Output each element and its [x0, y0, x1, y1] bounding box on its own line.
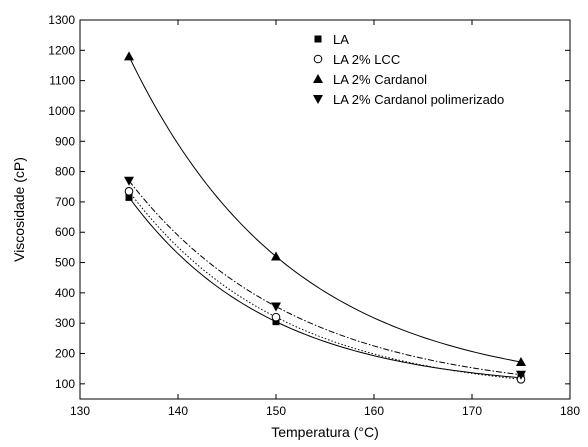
x-tick-label: 170: [462, 404, 482, 418]
plot-frame: [79, 19, 571, 400]
legend-marker-4: [313, 95, 323, 104]
data-point-series-4: [124, 176, 134, 186]
y-tick-label: 700: [55, 195, 75, 209]
legend-label-3: LA 2% Cardanol: [333, 72, 427, 87]
y-tick-label: 1300: [48, 13, 75, 27]
y-tick-label: 600: [55, 225, 75, 239]
data-point-series-3: [516, 357, 526, 367]
y-tick-label: 500: [55, 256, 75, 270]
series-curve-2: [128, 191, 522, 380]
data-point-series-2: [271, 312, 281, 322]
legend-marker-3: [313, 74, 323, 83]
y-tick-label: 800: [55, 165, 75, 179]
data-point-series-3: [271, 251, 281, 261]
legend-label-2: LA 2% LCC: [333, 52, 400, 67]
y-tick-label: 900: [55, 134, 75, 148]
series-curve-4: [128, 180, 522, 376]
y-axis-label: Viscosidade (cP): [11, 157, 27, 262]
legend-label-4: LA 2% Cardanol polimerizado: [333, 92, 504, 107]
series-curve-3: [128, 56, 522, 363]
y-tick-label: 200: [55, 347, 75, 361]
legend-label-1: LA: [333, 32, 349, 47]
y-tick-label: 1100: [49, 74, 75, 88]
y-tick-label: 1000: [48, 104, 75, 118]
x-tick-label: 140: [168, 404, 188, 418]
data-point-series-2: [124, 187, 134, 196]
x-tick-label: 130: [70, 404, 90, 418]
x-tick-label: 180: [560, 404, 580, 418]
data-point-series-1: [125, 193, 133, 201]
y-tick-label: 1200: [48, 43, 75, 57]
data-point-series-1: [272, 318, 280, 326]
series-curve-1: [128, 197, 522, 379]
legend-marker-2: [313, 54, 323, 64]
x-axis-label: Temperatura (°C): [271, 424, 379, 440]
data-point-series-3: [124, 51, 134, 61]
legend-marker-1: [314, 35, 322, 43]
x-tick-label: 150: [266, 404, 286, 418]
y-tick-label: 300: [55, 316, 75, 330]
y-tick-label: 100: [55, 377, 75, 391]
data-point-series-4: [516, 370, 526, 380]
y-tick-label: 400: [55, 286, 75, 300]
x-tick-label: 160: [364, 404, 384, 418]
data-point-series-4: [271, 302, 281, 312]
